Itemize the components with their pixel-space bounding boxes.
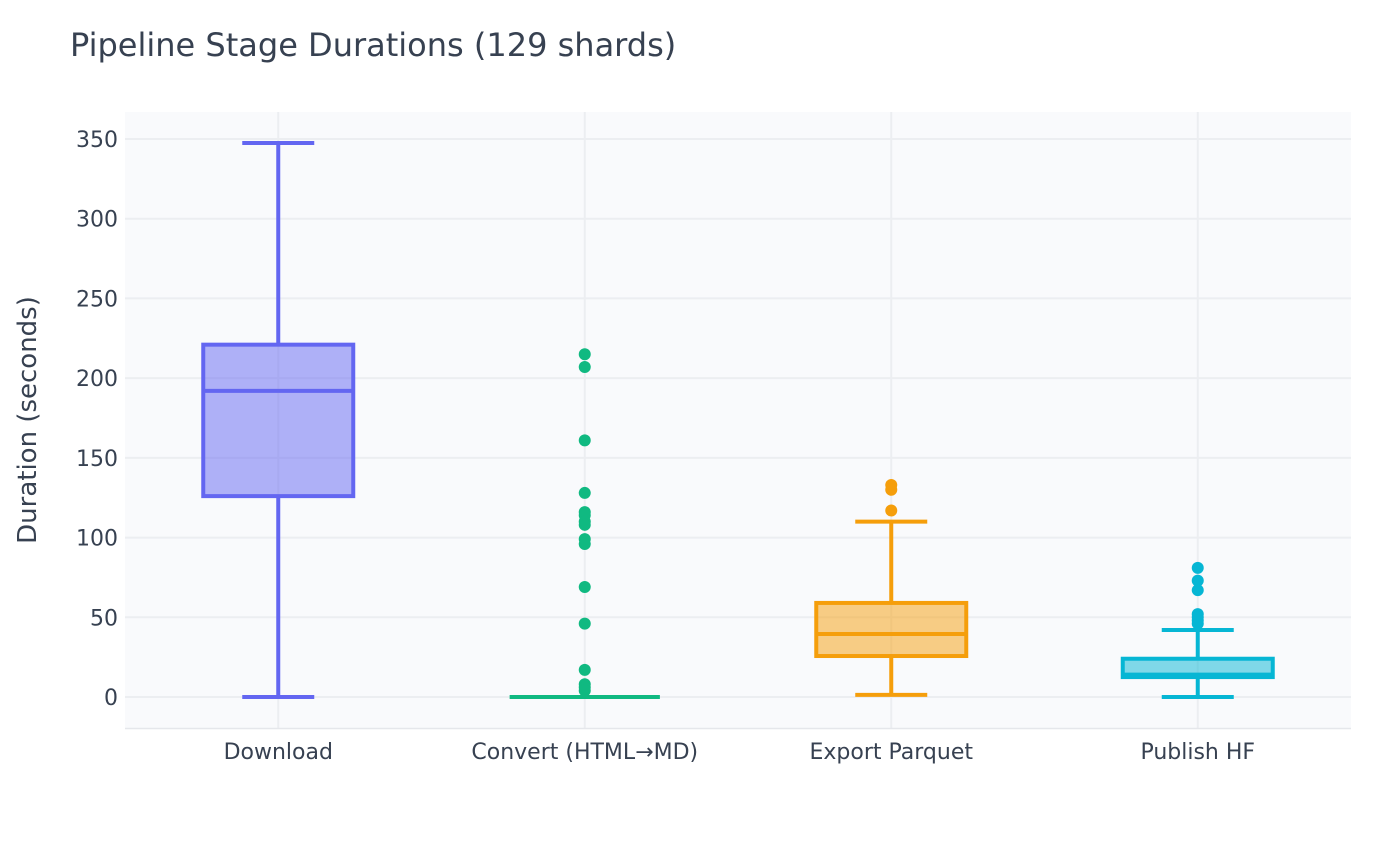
y-tick-label: 300 (76, 208, 118, 233)
outlier-point (578, 434, 591, 447)
y-tick-label: 50 (90, 606, 118, 631)
outlier-point (578, 486, 591, 499)
outlier-point (885, 504, 898, 517)
y-tick-label: 150 (76, 447, 118, 472)
outlier-point (1191, 617, 1204, 630)
outlier-point (578, 537, 591, 550)
y-tick-label: 0 (104, 686, 118, 711)
box-download (201, 140, 356, 699)
outlier-point (885, 483, 898, 496)
y-tick-label: 350 (76, 128, 118, 153)
outlier-point (578, 518, 591, 531)
outlier-point (1191, 584, 1204, 597)
outlier-point (578, 580, 591, 593)
boxes (201, 140, 1275, 699)
x-tick-label: Export Parquet (810, 740, 974, 765)
y-tick-label: 100 (76, 527, 118, 552)
x-axis-ticks: Download Convert (HTML→MD) Export Parquet P… (224, 740, 1255, 765)
outlier-point (1191, 561, 1204, 574)
box-publish-hf (1120, 561, 1275, 699)
x-tick-label: Download (224, 740, 333, 765)
outlier-point (578, 617, 591, 630)
x-tick-label: Publish HF (1140, 740, 1255, 765)
outlier-point (578, 360, 591, 373)
y-axis-label: Duration (seconds) (13, 296, 43, 544)
iqr-box (1120, 656, 1275, 680)
y-tick-label: 250 (76, 287, 118, 312)
y-tick-label: 200 (76, 367, 118, 392)
outlier-point (578, 348, 591, 361)
outlier-point (578, 663, 591, 676)
box-convert-html-md- (509, 348, 660, 699)
iqr-box (814, 600, 969, 659)
chart-title: Pipeline Stage Durations (129 shards) (70, 26, 676, 64)
outlier-point (1191, 574, 1204, 587)
y-axis-ticks: 0 50 100 150 200 250 300 350 (76, 128, 118, 711)
x-tick-label: Convert (HTML→MD) (471, 740, 698, 765)
iqr-box (201, 342, 356, 499)
box-export-parquet (814, 478, 969, 697)
outlier-point (578, 684, 591, 697)
